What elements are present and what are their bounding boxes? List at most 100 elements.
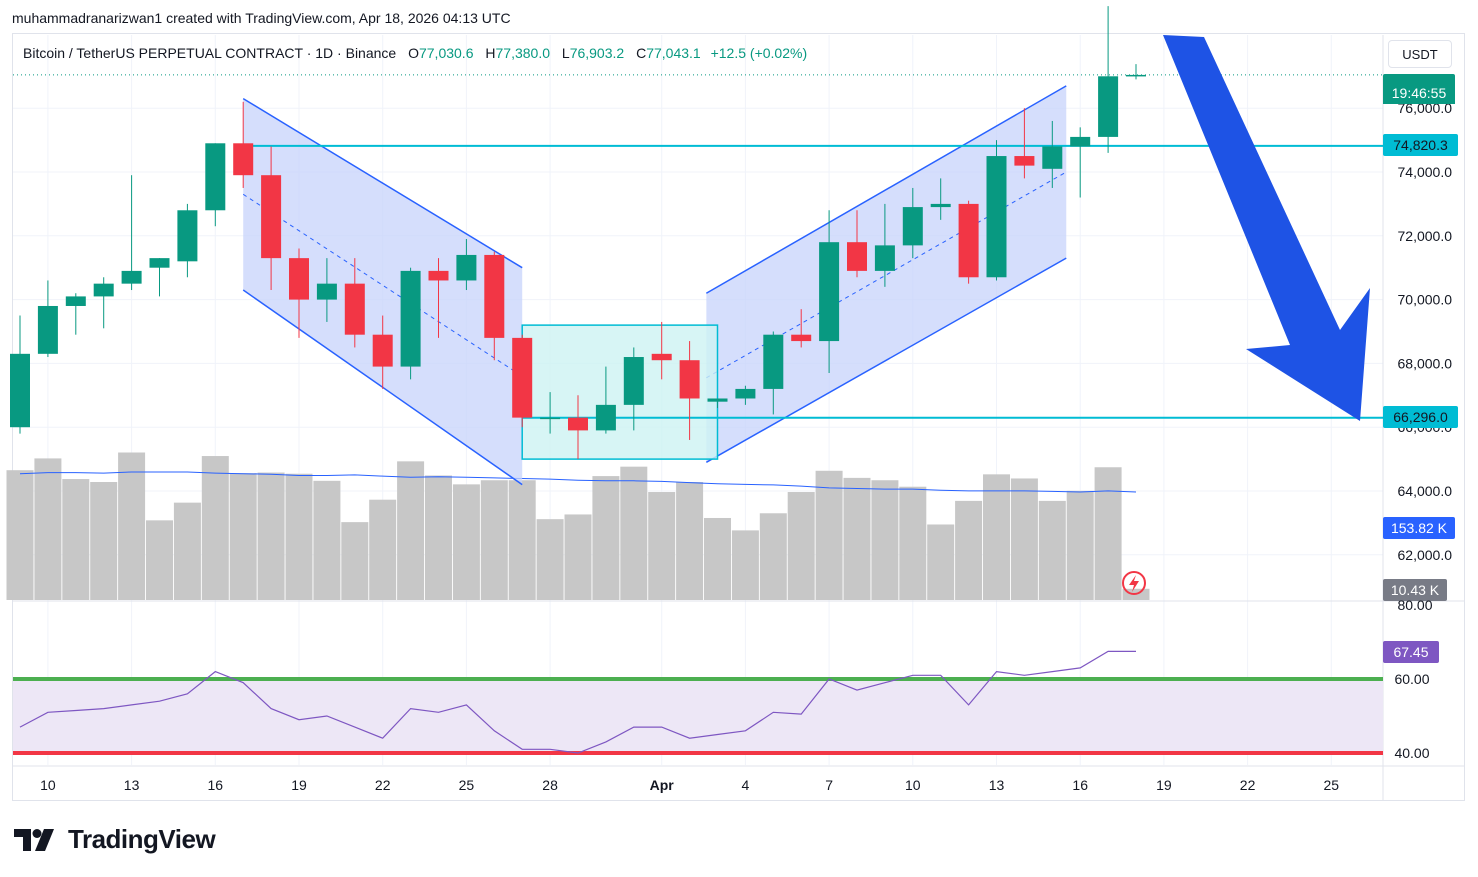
candle bbox=[428, 258, 449, 338]
candle-body bbox=[121, 270, 142, 284]
volume-bar bbox=[704, 517, 731, 600]
rsi-tick-60: 60.00 bbox=[1394, 671, 1429, 687]
volume-bar bbox=[676, 482, 704, 600]
candle bbox=[10, 315, 30, 434]
volume-bar bbox=[731, 530, 759, 600]
open-label: O bbox=[408, 45, 419, 61]
candle bbox=[679, 341, 700, 440]
candle bbox=[1126, 64, 1146, 80]
symbol-legend: Bitcoin / TetherUS PERPETUAL CONTRACT · … bbox=[23, 45, 807, 61]
volume-bar bbox=[229, 473, 257, 600]
candle-body bbox=[1042, 146, 1063, 169]
volume-bar bbox=[843, 477, 871, 600]
candle-body bbox=[1070, 136, 1091, 147]
high-label: H bbox=[485, 45, 496, 61]
tradingview-brand[interactable]: TradingView bbox=[14, 824, 216, 855]
time-tick-label: 25 bbox=[1324, 777, 1340, 793]
candle-body bbox=[233, 143, 254, 176]
volume-bar bbox=[34, 458, 62, 600]
support-price-tag: 66,296.0 bbox=[1383, 406, 1458, 428]
candle-body bbox=[261, 175, 282, 259]
candle-body bbox=[540, 417, 561, 420]
volume-bar bbox=[452, 484, 480, 600]
time-tick-label: 19 bbox=[291, 777, 307, 793]
volume-bar bbox=[397, 461, 425, 600]
candle-body bbox=[958, 203, 979, 278]
candle-body bbox=[205, 143, 226, 211]
candle-body bbox=[372, 334, 393, 367]
time-tick-label: 4 bbox=[742, 777, 750, 793]
volume-value-tag: 10.43 K bbox=[1383, 579, 1447, 601]
time-tick-label: 10 bbox=[905, 777, 921, 793]
candle bbox=[902, 187, 923, 259]
countdown-tag-bg bbox=[1383, 82, 1455, 104]
candle-body bbox=[1014, 156, 1035, 166]
volume-bar bbox=[983, 474, 1010, 600]
support-price-tag-text: 66,296.0 bbox=[1393, 409, 1448, 425]
volume-bar bbox=[508, 480, 536, 600]
volume-bar bbox=[536, 519, 564, 600]
candle bbox=[65, 293, 86, 335]
candle-body bbox=[763, 334, 784, 389]
candle bbox=[930, 178, 951, 220]
time-tick-label: 22 bbox=[1240, 777, 1256, 793]
volume-bar bbox=[955, 500, 983, 600]
countdown-label: 19:46:55 bbox=[1392, 85, 1447, 101]
candle bbox=[484, 251, 505, 361]
volume-ma-line bbox=[19, 471, 1137, 493]
resistance-price-tag: 74,820.3 bbox=[1383, 134, 1458, 156]
close-value: 77,043.1 bbox=[646, 45, 701, 61]
candle bbox=[819, 210, 840, 373]
candle-body bbox=[400, 270, 421, 367]
price-tick-label: 76,000.0 bbox=[1398, 100, 1453, 116]
time-tick-label: 19 bbox=[1156, 777, 1172, 793]
rsi-tick-40: 40.00 bbox=[1394, 745, 1429, 761]
candle-body bbox=[930, 203, 951, 208]
volume-bar bbox=[1094, 467, 1122, 600]
volume-value-tag-text: 10.43 K bbox=[1391, 582, 1440, 598]
time-tick-label: 28 bbox=[542, 777, 558, 793]
volume-bar bbox=[480, 480, 508, 600]
lightning-alert-icon bbox=[1122, 571, 1146, 595]
candle-body bbox=[874, 245, 895, 271]
candle bbox=[791, 309, 812, 348]
rsi-line bbox=[19, 650, 1136, 754]
descending-channel-upper bbox=[242, 97, 523, 269]
volume-bar bbox=[90, 482, 118, 600]
volume-bar bbox=[759, 513, 787, 600]
candle bbox=[595, 366, 616, 434]
candle bbox=[847, 210, 867, 278]
volume-bar bbox=[648, 492, 676, 600]
volume-bar bbox=[285, 473, 313, 600]
rsi-tick-80: 80.00 bbox=[1397, 597, 1432, 613]
price-tick-label: 62,000.0 bbox=[1398, 547, 1453, 563]
candle-body bbox=[289, 258, 309, 300]
support-price-tag-bg bbox=[1383, 406, 1458, 428]
ascending-channel-fill bbox=[706, 85, 1067, 463]
volume-bar bbox=[871, 480, 899, 600]
candlestick-series bbox=[10, 6, 1146, 460]
candle bbox=[289, 248, 309, 338]
price-tick-label: 74,000.0 bbox=[1398, 164, 1453, 180]
price-tick-label: 70,000.0 bbox=[1398, 292, 1453, 308]
time-tick-label: 10 bbox=[40, 777, 56, 793]
candle bbox=[205, 143, 226, 227]
time-tick-label: 16 bbox=[1072, 777, 1088, 793]
candle bbox=[1014, 108, 1035, 179]
volume-bar bbox=[1038, 500, 1066, 600]
candle bbox=[540, 392, 561, 434]
candle bbox=[1042, 120, 1063, 188]
candle-body bbox=[65, 296, 86, 306]
symbol-title[interactable]: Bitcoin / TetherUS PERPETUAL CONTRACT · … bbox=[23, 45, 397, 61]
candle bbox=[512, 334, 533, 428]
currency-selector[interactable]: USDT bbox=[1388, 40, 1452, 68]
price-tick-label: 64,000.0 bbox=[1398, 483, 1453, 499]
candle bbox=[456, 238, 477, 291]
open-value: 77,030.6 bbox=[418, 45, 474, 61]
candle bbox=[735, 385, 756, 405]
descending-channel-fill bbox=[243, 98, 523, 485]
volume-bar bbox=[201, 456, 229, 600]
rsi-band-fill bbox=[13, 679, 1383, 753]
lightning-glyph bbox=[1129, 575, 1139, 592]
